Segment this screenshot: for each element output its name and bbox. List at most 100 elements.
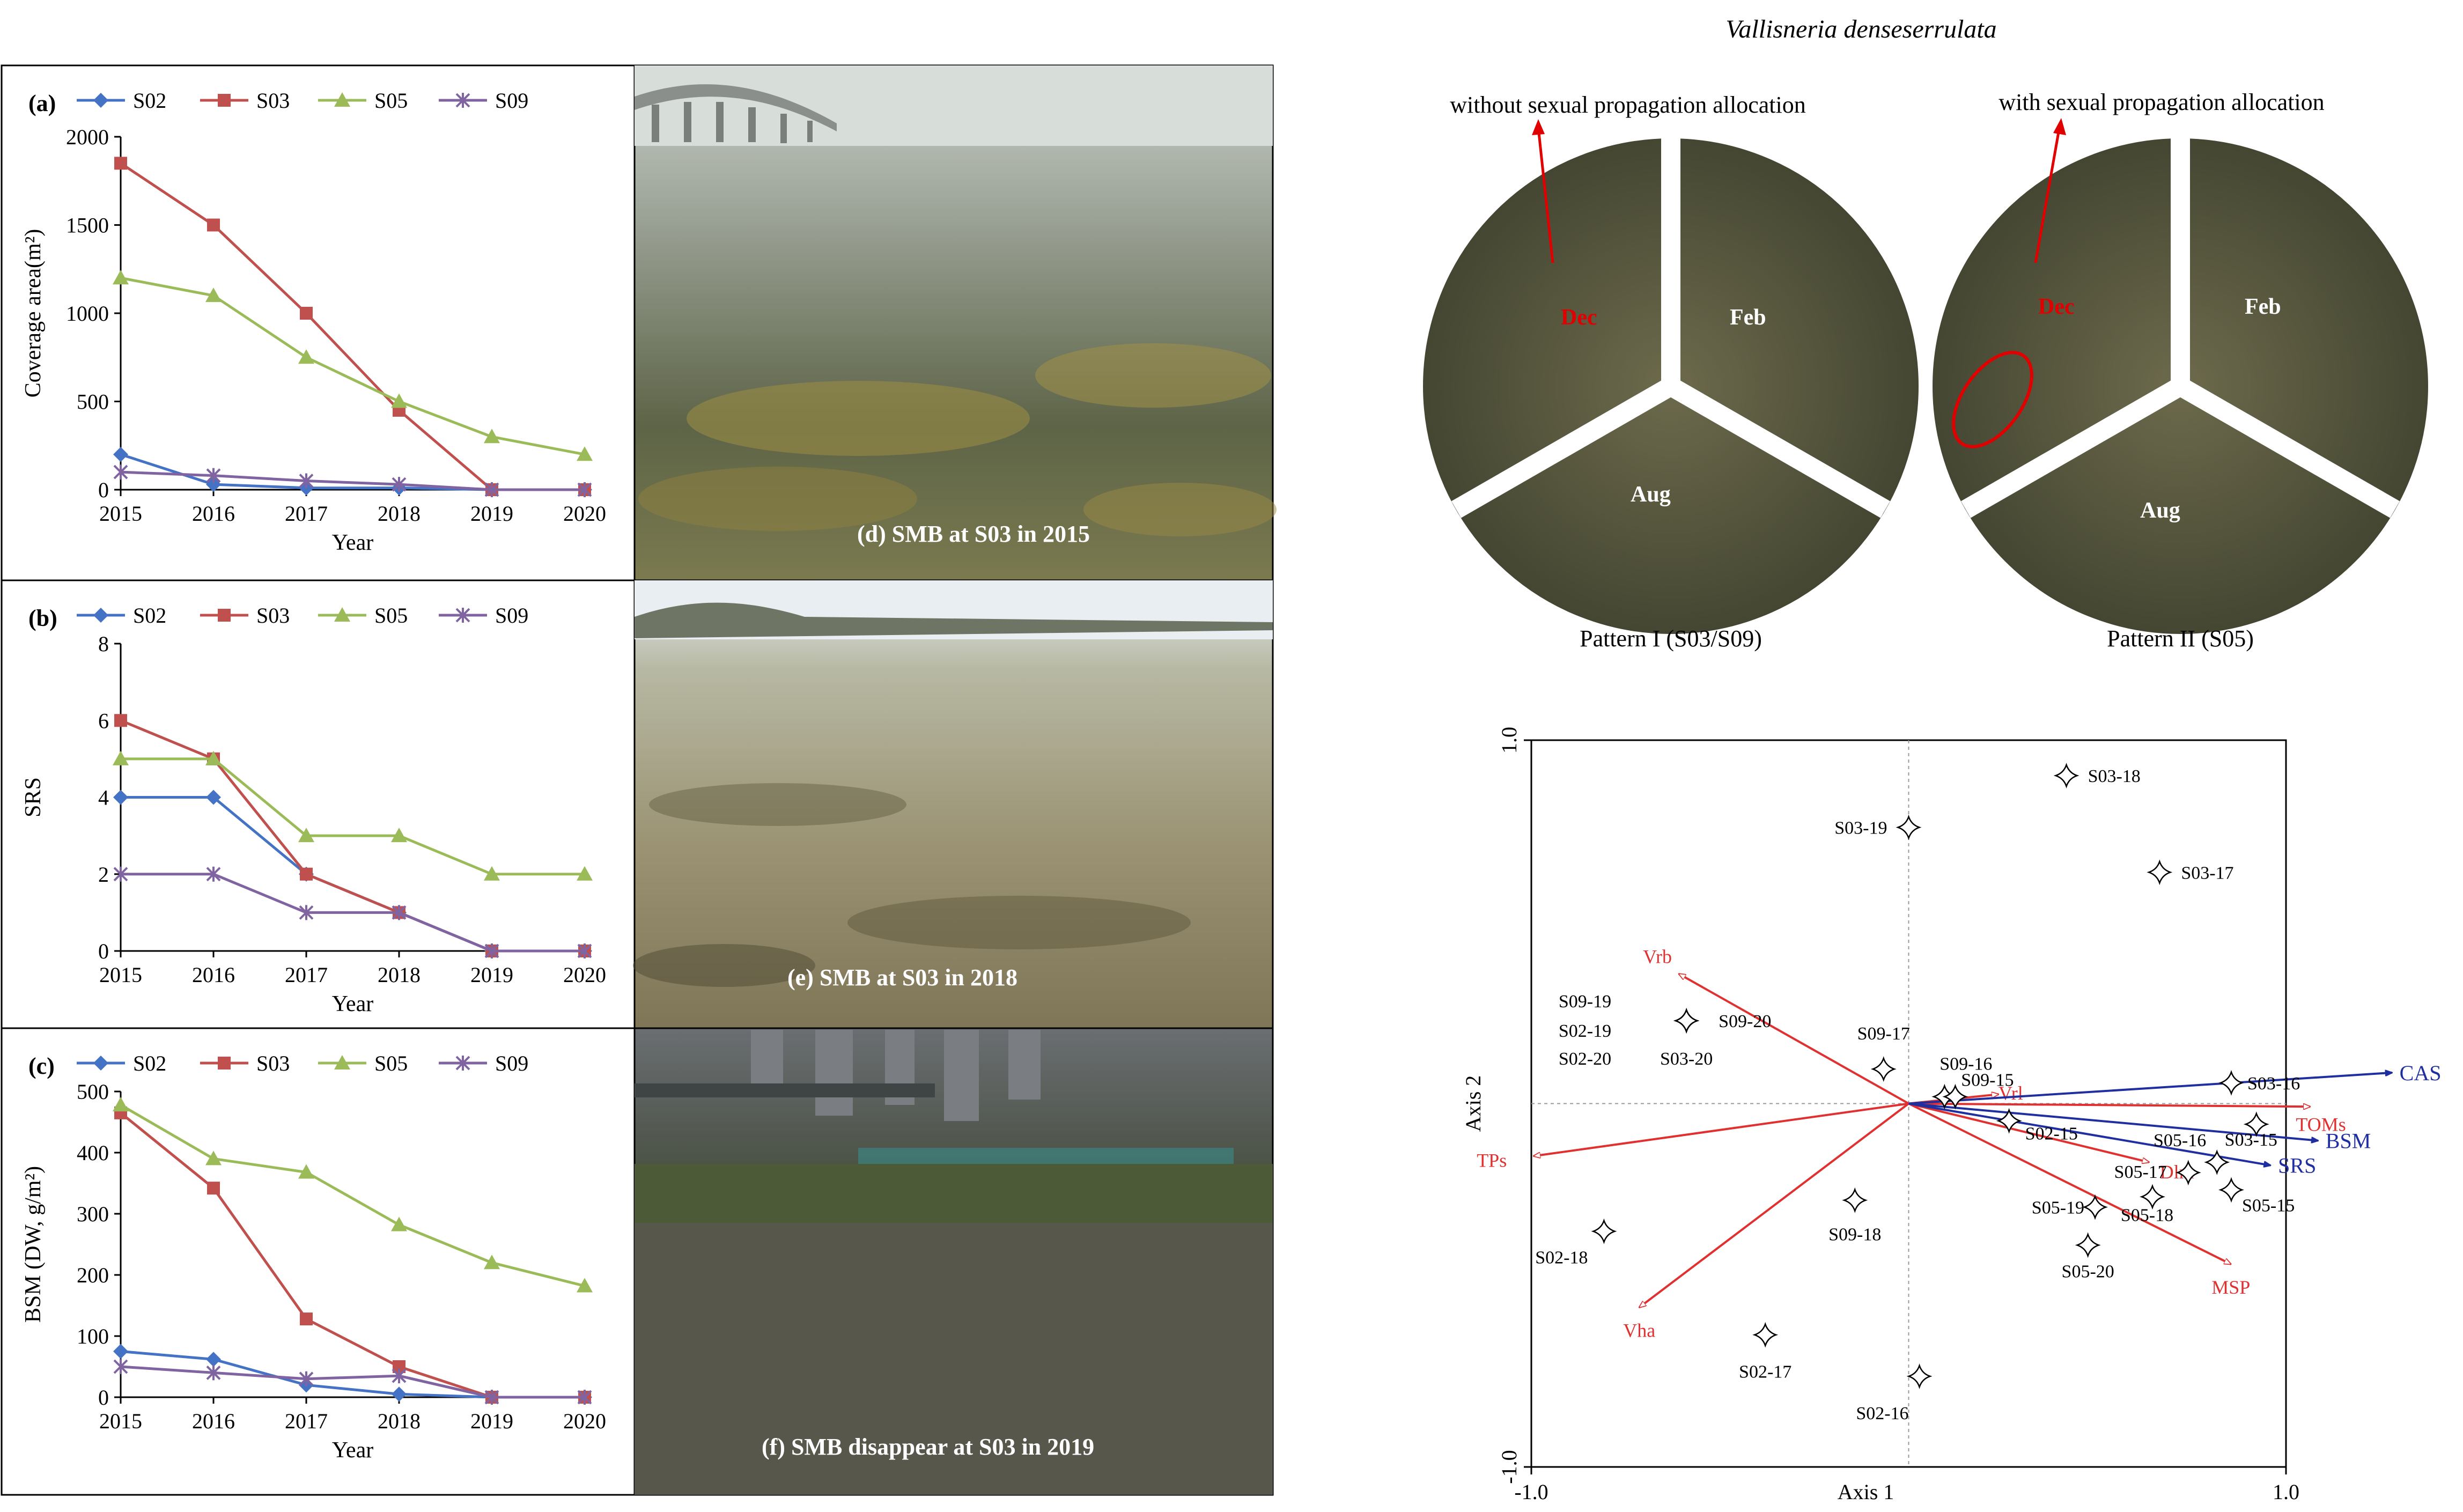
y-tick-label: 0 [98,478,109,502]
y-tick-label: 0 [98,939,109,963]
legend-marker-s02 [93,1056,108,1071]
point-s02-2016 [206,790,221,805]
y-tick-label: 100 [77,1324,109,1348]
site-marker-s03-15 [2243,1111,2269,1138]
photo-f: (f) SMB disappear at S03 in 2019 [633,1027,1274,1496]
point-s03-2017 [300,867,313,881]
x-tick-label: 2016 [192,501,235,526]
site-marker-s02-18 [1591,1218,1617,1244]
legend-label-s05: S05 [374,603,408,628]
series-line-s05 [121,757,585,876]
x-tick-label: 2015 [99,1409,142,1433]
point-s05-2019 [484,866,500,881]
site-marker-s02-17 [1752,1322,1779,1348]
legend-marker-s02 [93,93,108,108]
y-tick-label: 2 [98,862,109,887]
site-marker-s05-19 [2082,1194,2108,1220]
pie-pattern-2: Dec Feb Aug [1929,118,2431,637]
point-s09-2020 [577,943,592,958]
env-label-toms: TOMs [2296,1113,2346,1135]
panel-label: (c) [28,1053,55,1079]
month-feb-pattern-2: Feb [2245,294,2281,319]
env-vector-msp [1908,1102,2231,1265]
point-s09-2018 [392,905,407,920]
x-tick-label: 2016 [192,1409,235,1433]
x-axis-title: Axis 1 [1838,1480,1894,1504]
point-s09-2015 [113,464,128,480]
species-vector-cas [1908,1073,2392,1105]
point-s02-2018 [392,1386,407,1402]
point-s05-2018 [391,393,407,408]
env-label-tps: TPs [1477,1149,1507,1171]
site-marker-s02-15 [1996,1108,2022,1134]
site-label-s05-16: S05-16 [2154,1131,2206,1150]
species-label-srs: SRS [2278,1154,2316,1178]
y-tick-label: 200 [77,1263,109,1287]
site-label-s03-19: S03-19 [1834,818,1887,838]
x-tick-label: 2019 [470,963,513,987]
y-axis-title: Axis 2 [1461,1075,1485,1132]
flower-circle-marker [1952,351,2033,448]
point-s09-2017 [299,905,314,920]
x-axis-title: Year [332,992,373,1016]
arrow-pattern-1 [1537,127,1554,263]
panel-label: (a) [28,90,56,116]
site-label-s09-20: S09-20 [1719,1012,1771,1031]
y-tick-label: 400 [77,1141,109,1165]
point-s09-2015 [113,866,128,882]
point-s03-2017 [300,1312,313,1326]
site-label-s02-17: S02-17 [1739,1362,1791,1382]
photo-e: (e) SMB at S03 in 2018 [633,579,1274,1029]
month-feb-pattern-1: Feb [1730,305,1766,330]
legend-label-s02: S02 [133,1051,166,1075]
species-vector-srs [1908,1102,2271,1166]
site-marker-s03-17 [2147,859,2173,886]
point-s09-2018 [392,477,407,492]
point-s05-2015 [113,750,129,765]
env-vector-vha [1639,1102,1909,1308]
species-title: Vallisneria denseserrulata [1725,15,1996,43]
site-marker-s05-17 [2175,1160,2201,1186]
panel-label: (b) [28,605,57,631]
point-s05-2015 [113,270,129,285]
point-s09-2016 [206,468,221,483]
legend-marker-s05 [334,1055,350,1070]
site-label-s03-16: S03-16 [2247,1074,2300,1094]
env-vector-toms [1908,1102,2311,1107]
site-label-s09-17: S09-17 [1857,1024,1910,1044]
point-s05-2019 [484,1255,500,1270]
y-tick-label: 2000 [66,125,109,149]
x-tick-label: 1.0 [2273,1480,2299,1504]
site-label-s05-19: S05-19 [2032,1198,2084,1218]
env-label-vrl: Vrl [1999,1082,2023,1104]
series-line-s09 [120,470,585,491]
x-tick-label: 2019 [470,1409,513,1433]
x-tick-label: 2018 [378,1409,421,1433]
site-label-s03-20: S03-20 [1660,1049,1713,1069]
legend-label-s05: S05 [374,88,408,113]
point-s05-2018 [391,828,407,843]
y-axis-title: SRS [21,777,46,817]
site-label-s09-18: S09-18 [1828,1225,1881,1245]
site-label-s03-15: S03-15 [2225,1130,2277,1150]
legend-marker-s03 [218,1057,231,1070]
panel-frame [1,64,636,581]
site-marker-s03-16 [2218,1070,2244,1096]
legend-label-s03: S03 [256,88,290,113]
legend-marker-s02 [93,608,108,623]
x-axis-title: Year [332,1438,373,1463]
y-tick-label: 1500 [66,213,109,238]
y-axis-title: Coverage area(m²) [21,229,46,398]
site-label-s05-18: S05-18 [2121,1205,2173,1225]
site-marker-s03-19 [1896,814,1922,840]
legend-marker-s09 [455,93,470,108]
point-s05-2019 [484,429,500,444]
point-s09-2019 [484,482,499,497]
point-s02-2016 [206,1352,221,1367]
photo-d-caption: (d) SMB at S03 in 2015 [857,521,1090,547]
env-vector-dlm [1908,1102,2149,1162]
point-s09-2019 [484,1390,499,1405]
species-panel: Vallisneria denseserrulata without sexua… [1420,15,2431,652]
site-marker-s03-18 [2053,763,2079,789]
caption-without-sexual: without sexual propagation allocation [1450,92,1806,118]
